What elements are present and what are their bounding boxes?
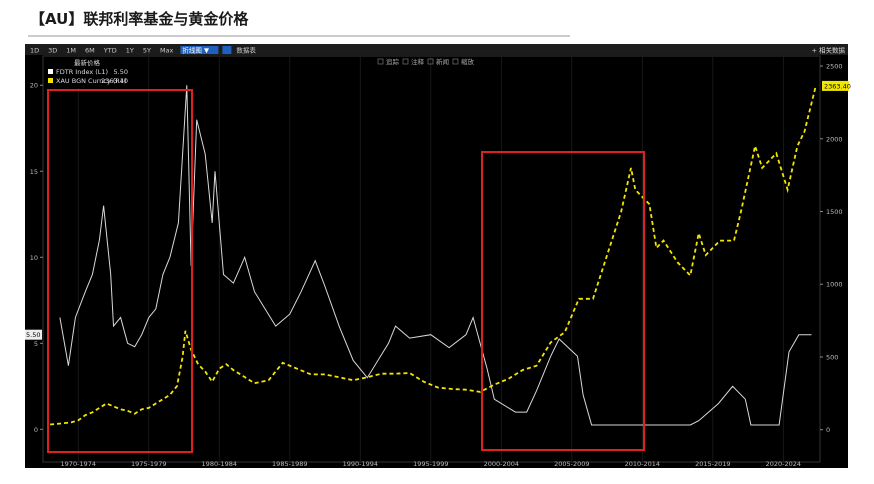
chart-type-label[interactable]: 折线图 ▼	[182, 46, 209, 55]
legend-swatch	[48, 69, 53, 74]
x-tick-label: 2010-2014	[625, 460, 660, 468]
period-button[interactable]: 5Y	[143, 47, 151, 55]
last-value-label: 5.50	[26, 331, 40, 339]
x-tick-label: 2000-2004	[484, 460, 519, 468]
tool-icon[interactable]	[427, 58, 434, 65]
last-value-tag	[25, 329, 42, 340]
last-value-tag	[822, 80, 849, 91]
y-tick-label: 5	[34, 340, 38, 348]
tool-label[interactable]: 追踪	[386, 57, 400, 66]
y2-tick-label: 500	[826, 353, 838, 361]
related-label[interactable]: + 相关数据	[811, 46, 845, 55]
y2-tick-label: 1000	[826, 281, 843, 289]
legend-label: FDTR Index (L1)	[56, 68, 108, 76]
tool-label[interactable]: 新闻	[436, 57, 449, 66]
legend-value: 5.50	[114, 68, 128, 76]
period-button[interactable]: 1Y	[126, 47, 134, 55]
y2-tick-label: 0	[826, 426, 830, 434]
y-tick-label: 20	[30, 82, 38, 90]
table-icon[interactable]	[222, 46, 232, 54]
legend-box	[45, 58, 130, 88]
tool-icon[interactable]	[402, 58, 409, 65]
legend-label: XAU BGN Curncy (R1)	[56, 77, 127, 85]
period-button[interactable]: Max	[160, 47, 174, 55]
toolbar	[25, 44, 848, 55]
x-tick-label: 1995-1999	[413, 460, 448, 468]
period-button[interactable]: YTD	[103, 47, 117, 55]
highlight-box	[47, 89, 193, 453]
period-button[interactable]: 1D	[30, 47, 39, 55]
page-title: 【AU】联邦利率基金与黄金价格	[30, 10, 249, 28]
y2-tick-label: 1500	[826, 208, 843, 216]
legend-swatch	[48, 78, 53, 83]
highlight-box	[481, 151, 645, 451]
y-tick-label: 0	[34, 426, 38, 434]
tool-label[interactable]: 缩放	[461, 57, 475, 66]
tool-label[interactable]: 注释	[411, 57, 425, 66]
lines	[50, 85, 817, 426]
x-tick-label: 1990-1994	[343, 460, 378, 468]
y2-tick-label: 2000	[826, 135, 843, 143]
x-tick-label: 2020-2024	[766, 460, 801, 468]
x-tick-label: 1970-1974	[61, 460, 96, 468]
period-button[interactable]: 3D	[48, 47, 57, 55]
x-tick-label: 2015-2019	[695, 460, 730, 468]
series-line	[59, 85, 812, 426]
chart-type-button[interactable]	[180, 46, 219, 54]
x-tick-label: 1980-1984	[202, 460, 237, 468]
tool-icon[interactable]	[452, 58, 459, 65]
legend-title: 最新价格	[74, 58, 101, 67]
y-tick-label: 10	[30, 254, 38, 262]
period-button[interactable]: 1M	[66, 47, 76, 55]
plot-area	[42, 55, 821, 463]
y-tick-label: 15	[30, 168, 38, 176]
grid: 0 5 10 15 20 0 500 1000 1500 2000 2500 1970-1974 197…	[30, 56, 843, 468]
last-value-label: 2363.40	[824, 82, 851, 90]
x-tick-label: 1975-1979	[131, 460, 166, 468]
tool-icon[interactable]	[377, 58, 384, 65]
x-tick-label: 1985-1989	[272, 460, 307, 468]
table-label[interactable]: 数据表	[236, 46, 256, 55]
period-button[interactable]: 6M	[85, 47, 95, 55]
y2-tick-label: 2500	[826, 63, 843, 71]
x-tick-label: 2005-2009	[554, 460, 589, 468]
legend-value: 2363.40	[101, 77, 128, 85]
